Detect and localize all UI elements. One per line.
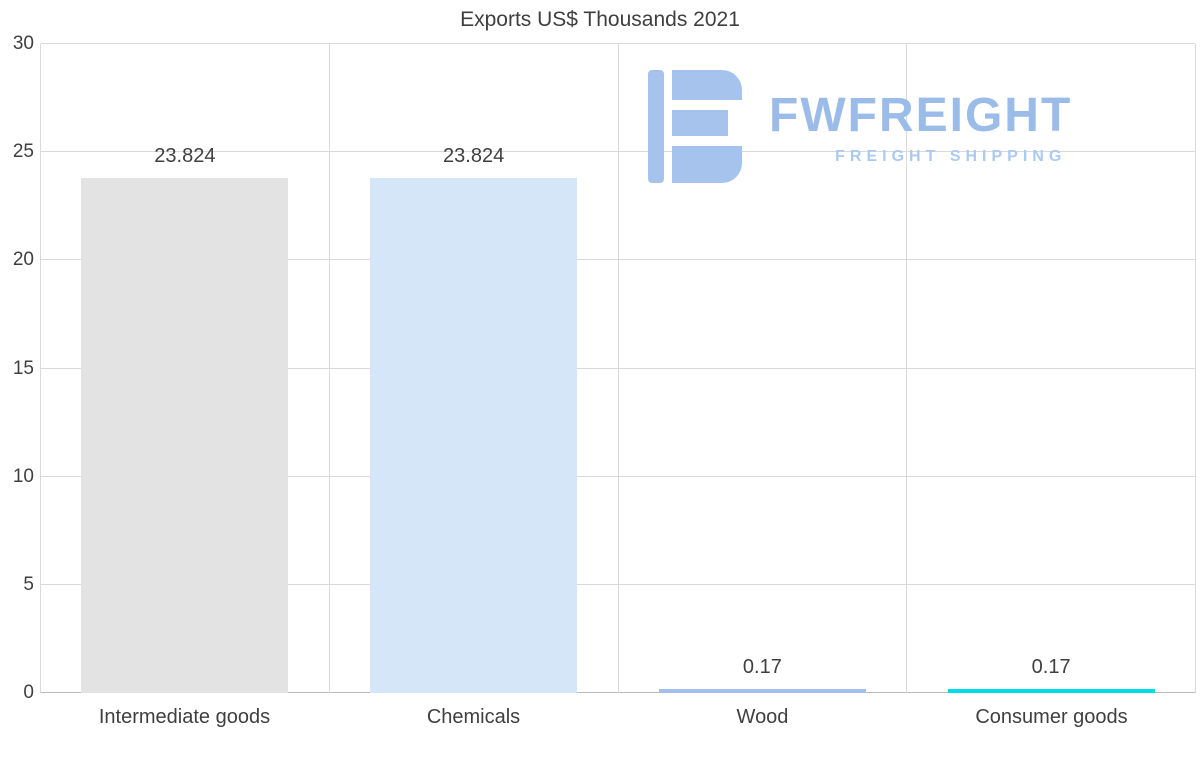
bar-column: 0.17	[907, 44, 1195, 693]
bar-columns: 23.824 23.824 0.17 0.17	[41, 44, 1195, 693]
y-axis-tick-label: 5	[23, 573, 34, 595]
watermark-tagline: FREIGHT SHIPPING	[835, 148, 1067, 165]
x-axis-category-label: Chemicals	[426, 706, 521, 728]
bar-chemicals	[370, 177, 578, 693]
plot-area: 23.824 23.824 0.17 0.17	[40, 43, 1196, 693]
bar-value-label: 0.17	[742, 656, 782, 679]
gridline-y-30	[41, 43, 1195, 44]
y-axis-tick-label: 30	[12, 33, 34, 54]
y-axis-tick-label: 0	[23, 682, 34, 703]
chart-title: Exports US$ Thousands 2021	[460, 8, 740, 31]
x-axis: Intermediate goods Chemicals Wood Consumer …	[40, 693, 1196, 763]
watermark-text: FWFREIGHT FREIGHT SHIPPING	[769, 70, 1072, 166]
y-axis-tick-label: 15	[12, 357, 34, 379]
bar-column: 0.17	[619, 44, 908, 693]
fwfreight-logo-icon	[648, 70, 743, 183]
y-axis-tick-label: 10	[12, 465, 34, 487]
x-axis-category-label: Intermediate goods	[98, 706, 271, 728]
bar-value-label: 0.17	[1031, 656, 1071, 679]
bar-consumer-goods	[947, 689, 1155, 693]
bar-wood	[658, 689, 866, 693]
bar-value-label: 23.824	[443, 144, 505, 167]
watermark: FWFREIGHT FREIGHT SHIPPING	[648, 70, 1072, 183]
y-axis-tick-label: 20	[12, 249, 34, 271]
bar-column: 23.824	[41, 44, 330, 693]
x-axis-category-label: Consumer goods	[975, 706, 1128, 728]
bar-column: 23.824	[330, 44, 619, 693]
watermark-brand-text: FWFREIGHT	[769, 89, 1073, 142]
bar-intermediate-goods	[81, 177, 289, 693]
bar-value-label: 23.824	[154, 144, 216, 167]
y-axis-tick-label: 25	[12, 141, 34, 163]
x-axis-category-label: Wood	[736, 706, 789, 728]
y-axis: 0 5 10 15 20 25 30	[0, 33, 34, 703]
